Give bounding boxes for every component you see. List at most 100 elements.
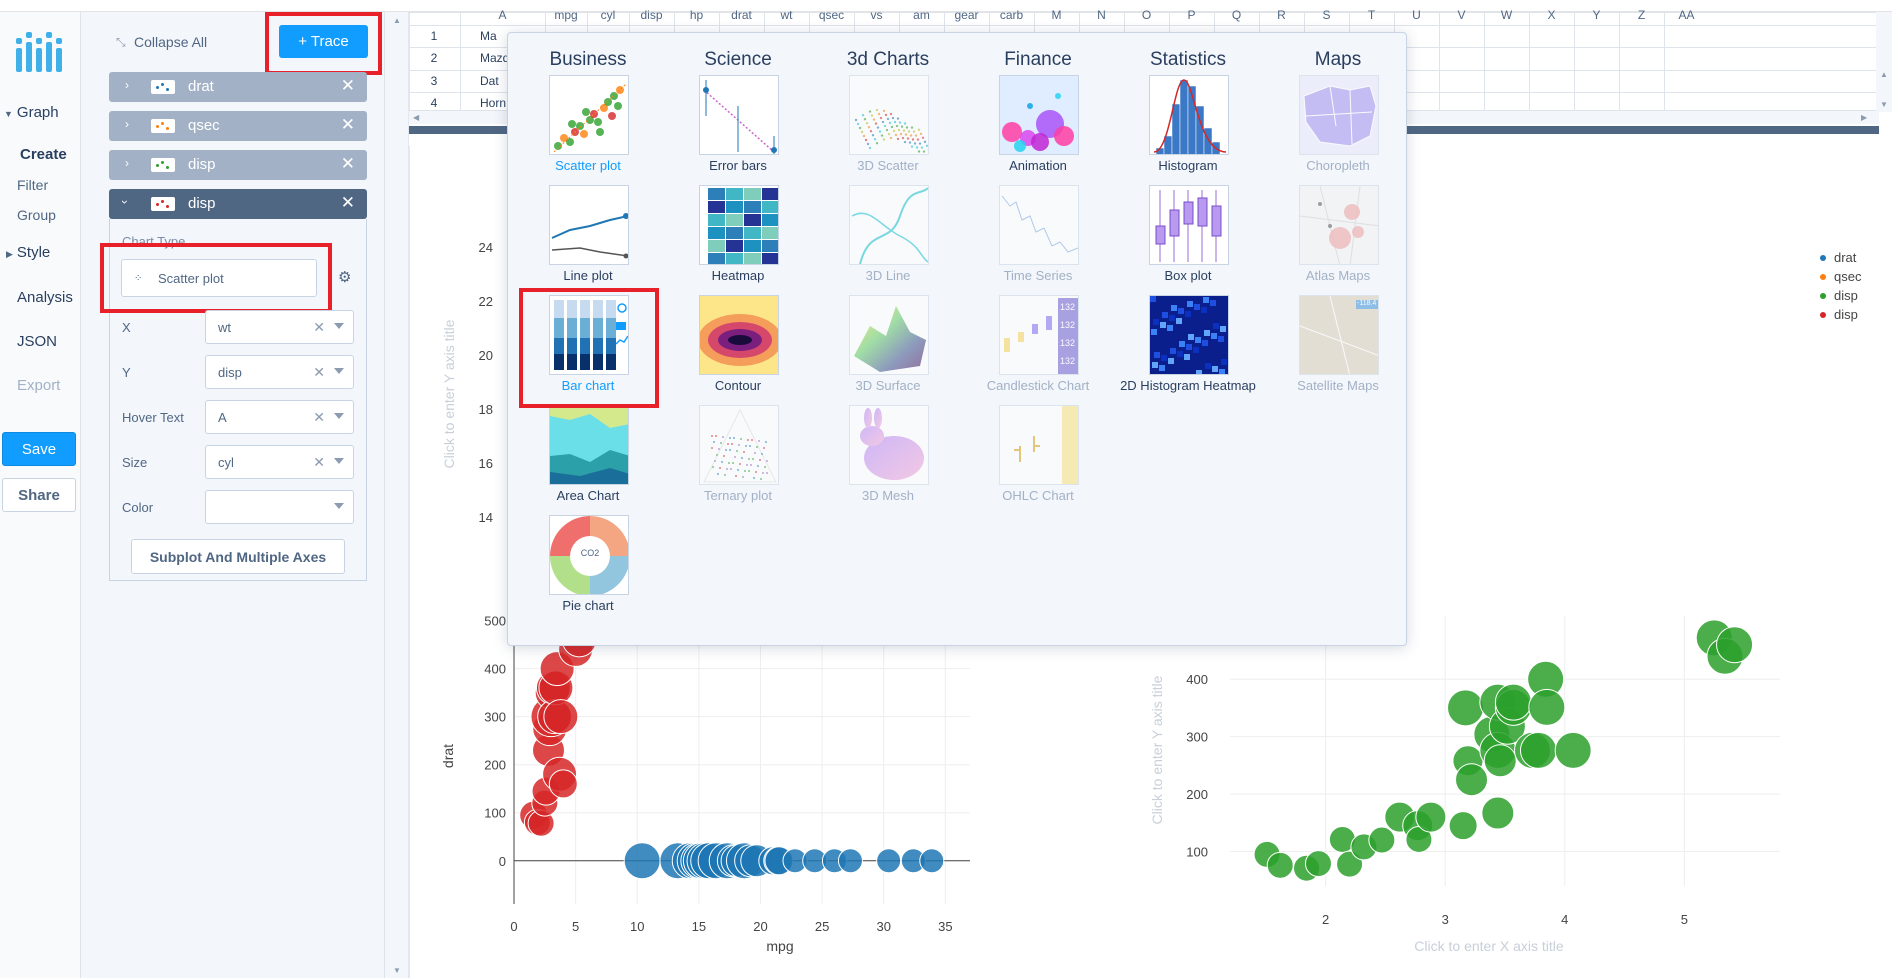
chart-option-3d-line[interactable]: 3D Line [813,185,963,291]
nav-style[interactable]: ▶ Style [6,244,86,261]
y-dropdown[interactable]: disp ✕ [205,355,354,389]
grid-vertical-scrollbar[interactable]: ▲ ▼ [1876,12,1892,112]
close-icon[interactable]: ✕ [340,115,355,134]
clear-icon[interactable]: ✕ [313,454,325,470]
subplot-multiple-axes-button[interactable]: Subplot And Multiple Axes [131,539,345,574]
chart-option-histogram[interactable]: Histogram [1113,75,1263,181]
nav-analysis[interactable]: Analysis [17,289,73,306]
column-header[interactable]: cyl [600,8,616,22]
chart-option-line-plot[interactable]: Line plot [513,185,663,291]
column-header[interactable]: U [1412,8,1421,22]
scatter-point-disp[interactable] [1519,731,1557,769]
scroll-up-icon[interactable]: ▲ [393,16,401,25]
column-header[interactable]: vs [870,8,883,22]
column-header[interactable]: am [913,8,930,22]
column-header[interactable]: W [1500,8,1513,22]
column-header[interactable]: qsec [818,8,845,22]
scatter-point-drat[interactable] [623,842,661,880]
nav-export[interactable]: Export [17,377,61,394]
scroll-right-icon[interactable]: ▶ [1861,113,1868,122]
column-header[interactable]: AA [1678,8,1695,22]
column-header[interactable]: T [1367,8,1376,22]
column-header[interactable]: Z [1637,8,1646,22]
chart-option-heatmap[interactable]: Heatmap [663,185,813,291]
column-header[interactable]: P [1187,8,1196,22]
scroll-left-icon[interactable]: ◀ [413,113,420,122]
gear-icon[interactable]: ⚙ [338,269,352,286]
chart-option-ohlc-chart[interactable]: OHLC Chart [963,405,1113,511]
chart-option-3d-scatter[interactable]: 3D Scatter [813,75,963,181]
right-y-axis-title[interactable]: Click to enter Y axis title [1149,675,1165,824]
column-header[interactable]: hp [689,8,704,22]
size-dropdown[interactable]: cyl ✕ [205,445,354,479]
column-header[interactable]: Q [1231,8,1242,22]
scatter-point-disp[interactable] [1483,744,1517,778]
hover-text-dropdown[interactable]: A ✕ [205,400,354,434]
column-header[interactable]: Y [1592,8,1601,22]
upper-y-axis-title[interactable]: Click to enter Y axis title [441,319,457,468]
chart-option-animation[interactable]: Animation [963,75,1113,181]
save-button[interactable]: Save [2,432,76,466]
grid-cell[interactable]: Ma [480,29,497,43]
collapse-icon[interactable]: ⤡ [116,35,126,49]
scroll-down-icon[interactable]: ▼ [393,966,401,975]
right-x-axis-title[interactable]: Click to enter X axis title [1414,938,1564,954]
column-header[interactable]: disp [640,8,663,22]
close-icon[interactable]: ✕ [340,154,355,173]
grid-cell[interactable]: Dat [480,74,499,88]
share-button[interactable]: Share [2,478,76,512]
close-icon[interactable]: ✕ [340,193,355,212]
column-header[interactable]: drat [731,8,752,22]
chart-option-2d-histogram-heatmap[interactable]: 2D Histogram Heatmap [1113,295,1263,401]
column-header[interactable]: R [1277,8,1286,22]
add-trace-button[interactable]: + Trace [279,25,368,58]
chart-option-satellite-maps[interactable]: -118.4 Satellite Maps [1263,295,1413,401]
chart-option-contour[interactable]: Contour [663,295,813,401]
column-header[interactable]: gear [954,8,979,22]
scatter-point-disp[interactable] [1304,850,1332,878]
left-x-axis-title[interactable]: mpg [766,938,793,954]
x-dropdown[interactable]: wt ✕ [205,310,354,344]
column-header[interactable]: carb [999,8,1024,22]
scatter-point-disp[interactable] [1447,689,1485,727]
chart-option-pie-chart[interactable]: CO2 Pie chart [513,515,663,621]
close-icon[interactable]: ✕ [340,76,355,95]
chart-option-box-plot[interactable]: Box plot [1113,185,1263,291]
panel-scrollbar[interactable]: ▲ ▼ [385,12,409,978]
chart-option-ternary-plot[interactable]: Ternary plot [663,405,813,511]
scroll-up-icon[interactable]: ▲ [1880,70,1888,79]
grid-cell[interactable]: Horn [480,96,507,110]
trace-row-qsec[interactable]: › qsec ✕ [109,111,367,141]
left-y-axis-title[interactable]: drat [440,744,456,768]
chart-type-select[interactable]: ⁘ Scatter plot [121,259,317,297]
chart-option-bar-chart[interactable]: Bar chart [513,295,663,401]
scatter-point-drat[interactable] [876,848,902,874]
collapse-all-button[interactable]: Collapse All [134,34,208,50]
clear-icon[interactable]: ✕ [313,409,325,425]
chart-option-choropleth[interactable]: Choropleth [1263,75,1413,181]
column-header[interactable]: S [1322,8,1331,22]
legend-item[interactable]: qsec [1834,269,1862,284]
scatter-point-disp[interactable] [1494,683,1532,721]
chart-option-candlestick-chart[interactable]: 132 132 132 132 Candlestick Chart [963,295,1113,401]
column-header[interactable]: V [1457,8,1466,22]
scatter-point-disp[interactable] [1448,811,1478,841]
chart-option-error-bars[interactable]: Error bars [663,75,813,181]
grid-cell[interactable]: Mazd [480,51,510,65]
nav-graph[interactable]: ▼ Graph [4,104,84,121]
chart-studio-logo[interactable] [16,32,62,78]
nav-json[interactable]: JSON [17,333,58,350]
scatter-point-disp[interactable] [1455,763,1489,797]
scatter-point-drat[interactable] [919,848,945,874]
scroll-down-icon[interactable]: ▼ [1880,100,1888,109]
clear-icon[interactable]: ✕ [313,364,325,380]
scatter-point-disp[interactable] [543,699,579,735]
legend-item[interactable]: drat [1834,250,1857,265]
nav-filter[interactable]: Filter [17,177,49,193]
scatter-point-disp[interactable] [1481,796,1515,830]
chart-option-scatter-plot[interactable]: Scatter plot [513,75,663,181]
scatter-point-disp[interactable] [1415,801,1447,833]
clear-icon[interactable]: ✕ [313,319,325,335]
chart-option-time-series[interactable]: Time Series [963,185,1113,291]
trace-row-disp-1[interactable]: › disp ✕ [109,150,367,180]
